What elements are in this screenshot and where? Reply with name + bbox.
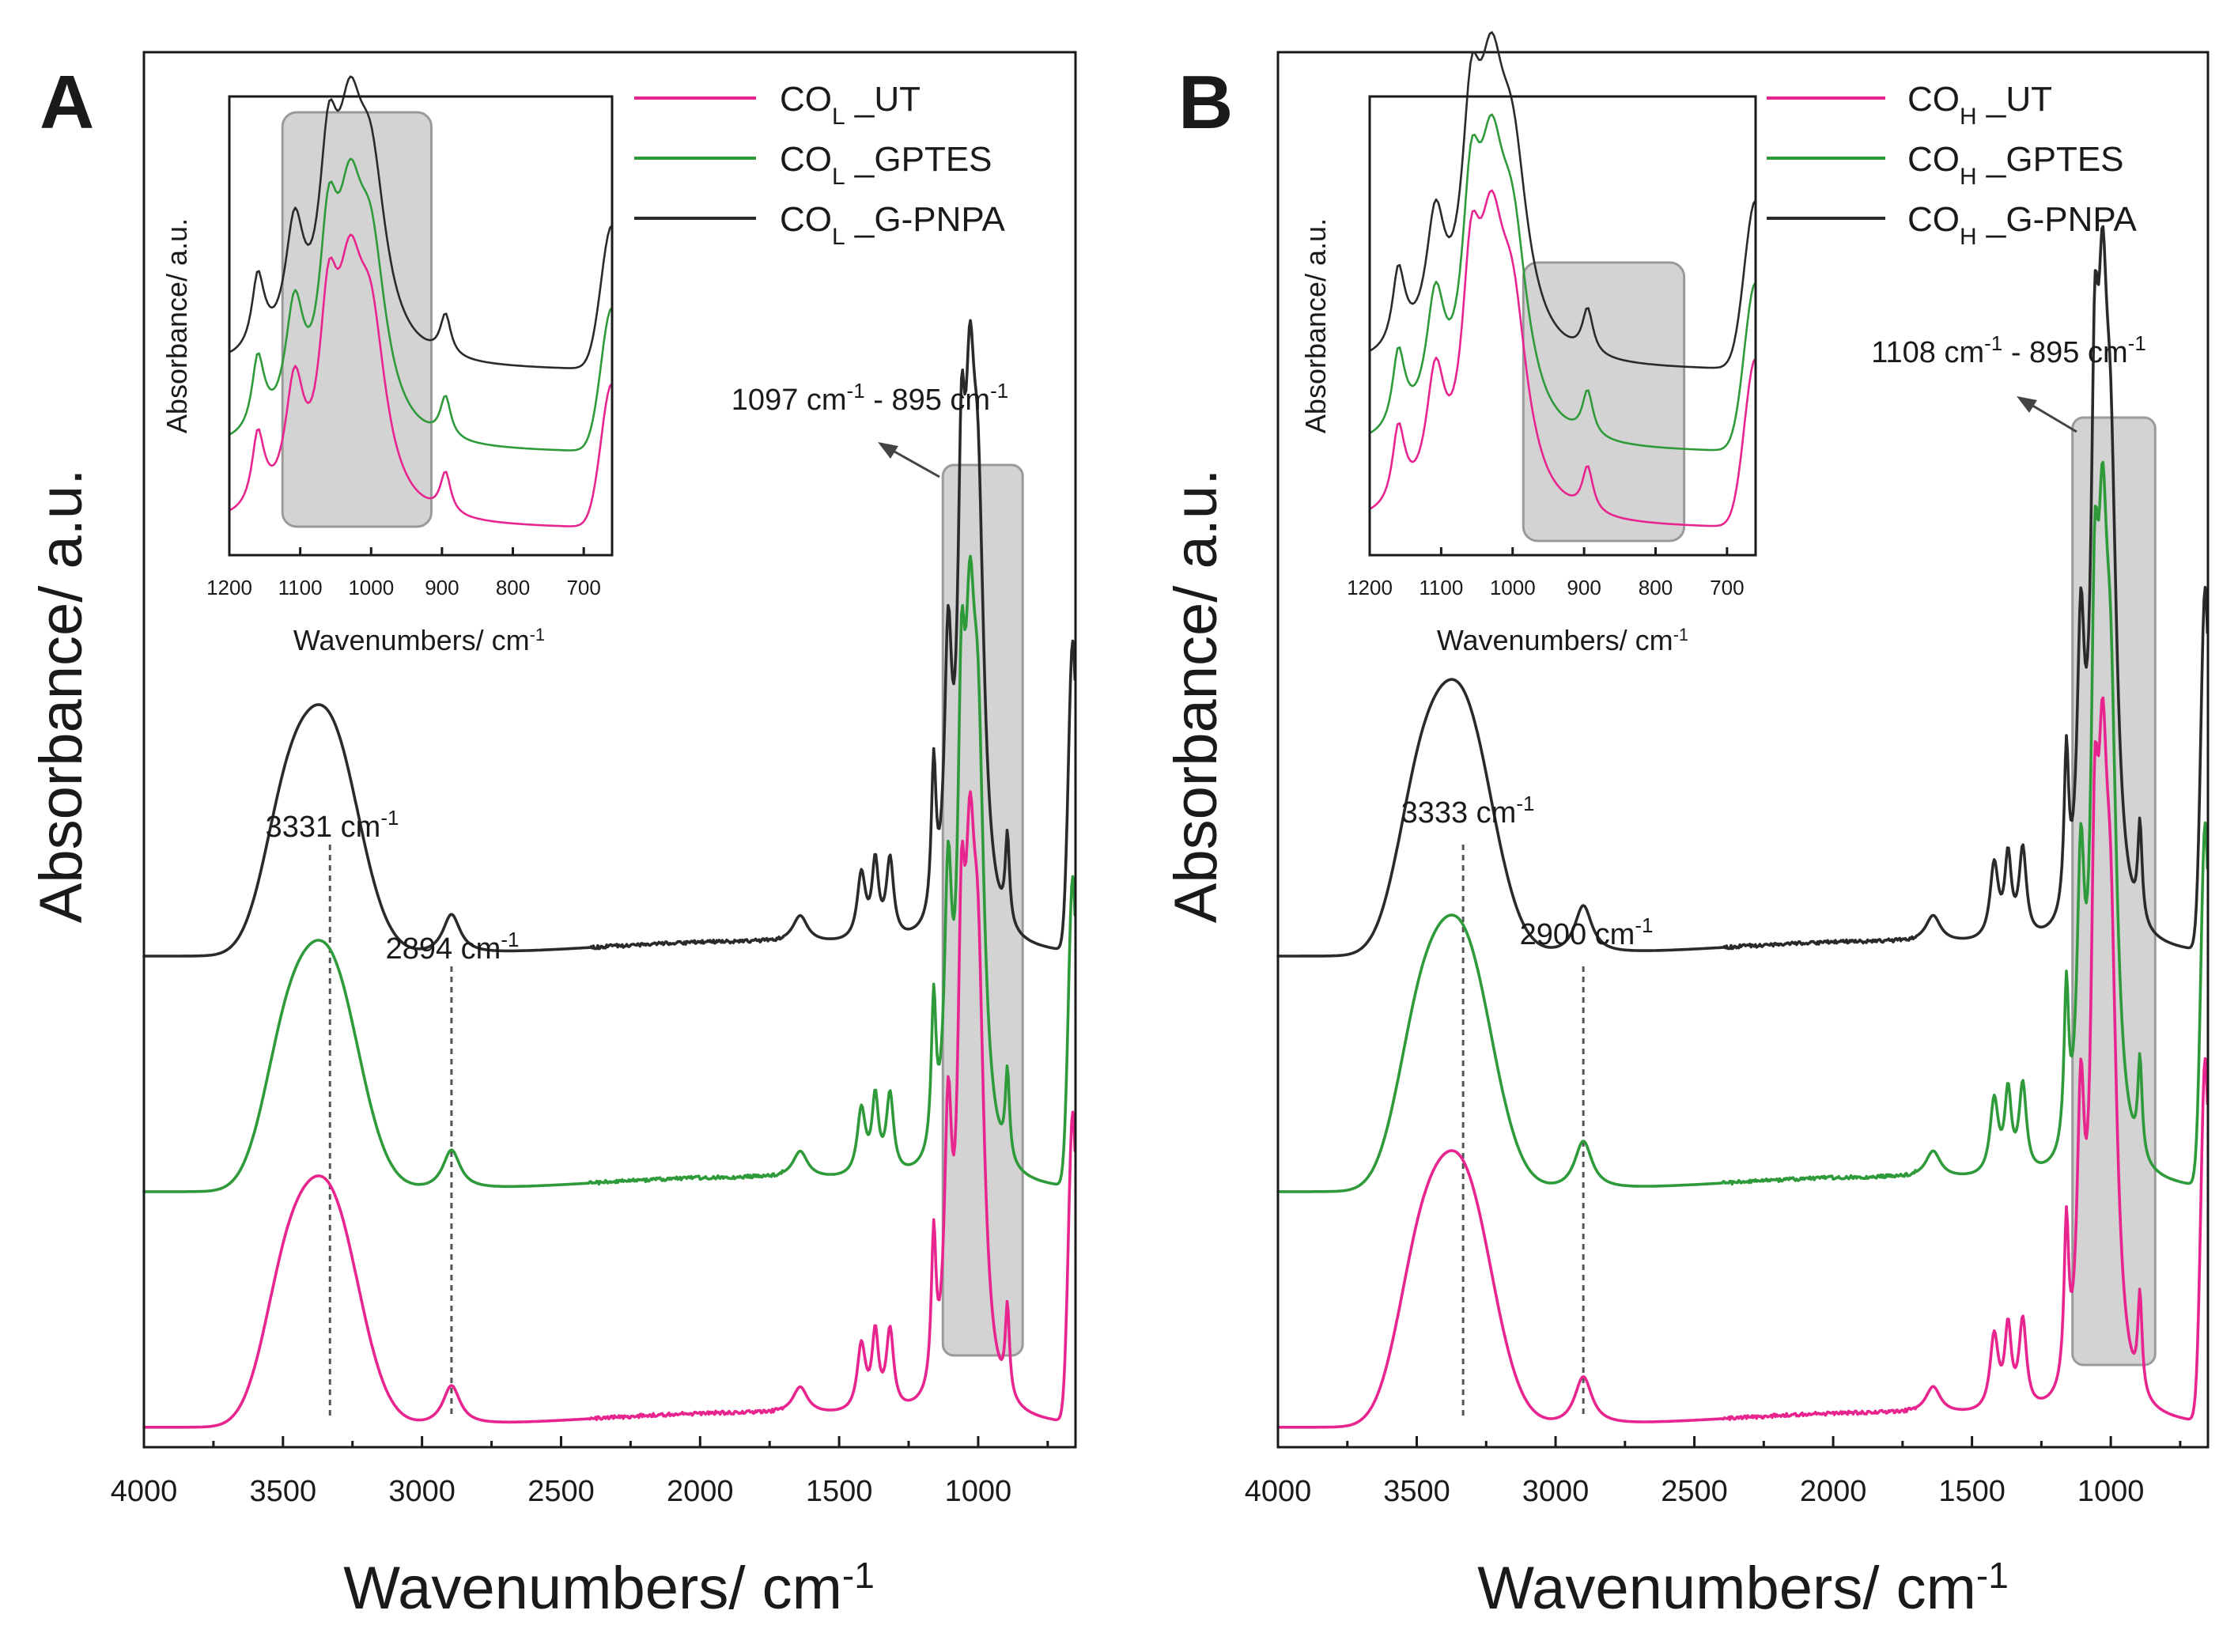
panel-a-x-tick-label-3500: 3500 (250, 1475, 317, 1508)
panel-a-inset-x-tick-label-900: 900 (425, 576, 459, 599)
panel-a-y-axis-title: Absorbance/ a.u. (28, 469, 95, 924)
panel-a-highlight-label: 1097 cm-1 - 895 cm-1 (732, 379, 1008, 417)
panel-b-arrowhead-icon (2017, 396, 2037, 413)
panel-a-series-col_gptes (142, 554, 1077, 1193)
panel-a-annotation-2894: 2894 cm-1 (386, 928, 520, 966)
panel-b-inset-x-tick-label-1200: 1200 (1347, 576, 1393, 599)
panel-a-arrowhead-icon (878, 442, 898, 459)
panel-b-annotation-2900: 2900 cm-1 (1520, 913, 1654, 951)
panel-a-inset-series-col_gptes (229, 157, 614, 452)
panel-b-x-tick-label-1500: 1500 (1938, 1475, 2006, 1508)
panel-a-inset-y-axis-title: Absorbance/ a.u. (161, 218, 193, 433)
panel-a-x-tick-label-2500: 2500 (527, 1475, 595, 1508)
panel-a-series-col_ut (142, 790, 1077, 1429)
panel-a-inset-x-tick-label-1200: 1200 (206, 576, 252, 599)
panel-b-series-coh_ut (1276, 696, 2210, 1429)
panel-a-x-tick-label-1500: 1500 (806, 1475, 873, 1508)
panel-b-inset-x-tick-label-1100: 1100 (1419, 576, 1463, 599)
panel-b-x-tick-label-3000: 3000 (1522, 1475, 1590, 1508)
panel-b-legend: COH _UT COH _GPTES COH _G-PNPA (1767, 80, 2137, 250)
panel-b-inset-series-coh_g-pnpa (1369, 31, 1757, 369)
panel-b-plot-frame (1276, 51, 2210, 1449)
panel-b-inset: 1200 1100 1000 900 800 700 Absorbance/ a.u. W… (1299, 31, 1757, 656)
panel-a: A 4000 3500 3000 2500 2000 1500 1000 Absorbanc… (28, 51, 1077, 1622)
panel-b-x-axis-title: Wavenumbers/ cm-1 (1477, 1555, 2009, 1622)
panel-b-legend-label-gptes: COH _GPTES (1907, 140, 2124, 190)
panel-a-inset-frame (228, 95, 614, 557)
panel-b-inset-x-axis-title: Wavenumbers/ cm-1 (1437, 624, 1688, 656)
panel-a-x-tick-label-3000: 3000 (388, 1475, 456, 1508)
panel-a-letter: A (40, 60, 94, 145)
panel-b-inset-x-tick-label-900: 900 (1567, 576, 1601, 599)
panel-a-inset-highlight-region (281, 111, 433, 528)
panel-a-x-tick-label-4000: 4000 (111, 1475, 178, 1508)
panel-b-x-tick-label-4000: 4000 (1245, 1475, 1312, 1508)
panel-a-inset: 1200 1100 1000 900 800 700 Absorbance/ a.u. W… (161, 75, 614, 656)
panel-b-legend-label-ut: COH _UT (1907, 80, 2052, 130)
panel-a-inset-series-col_ut (229, 233, 614, 527)
panel-a-series-col_g-pnpa (142, 319, 1077, 958)
panel-b-annotation-3333: 3333 cm-1 (1401, 792, 1535, 830)
panel-b-inset-y-axis-title: Absorbance/ a.u. (1299, 218, 1332, 433)
panel-b-inset-highlight-region (1522, 261, 1686, 542)
panel-b-inset-x-tick-label-700: 700 (1710, 576, 1744, 599)
panel-a-legend-label-ut: COL _UT (780, 80, 921, 130)
panel-b-inset-x-tick-label-1000: 1000 (1490, 576, 1536, 599)
panel-b-series-coh_g-pnpa (1276, 225, 2210, 958)
panel-b-y-axis-title: Absorbance/ a.u. (1162, 469, 1230, 924)
panel-a-inset-x-tick-label-1000: 1000 (348, 576, 394, 599)
panel-a-highlight-region (941, 463, 1024, 1357)
panel-b-legend-label-gpnpa: COH _G-PNPA (1907, 200, 2137, 250)
panel-a-inset-x-axis-title: Wavenumbers/ cm-1 (293, 624, 545, 656)
panel-b-letter: B (1178, 60, 1233, 145)
panel-b-x-tick-label-2000: 2000 (1800, 1475, 1867, 1508)
panel-a-legend-label-gpnpa: COL _G-PNPA (780, 200, 1005, 250)
panel-b: B 4000 3500 3000 2500 2000 1500 1000 Absorbanc… (1162, 31, 2210, 1622)
panel-b-highlight-label: 1108 cm-1 - 895 cm-1 (1871, 331, 2146, 369)
panel-b-highlight-arrow (2025, 400, 2077, 433)
panel-b-inset-x-tick-label-800: 800 (1639, 576, 1673, 599)
panel-a-x-tick-label-1000: 1000 (945, 1475, 1012, 1508)
panel-b-inset-series-coh_ut (1369, 189, 1757, 527)
panel-b-x-tick-label-1000: 1000 (2077, 1475, 2145, 1508)
panel-a-inset-x-tick-label-700: 700 (566, 576, 600, 599)
panel-a-inset-x-tick-label-1100: 1100 (278, 576, 323, 599)
panel-b-inset-series-coh_gptes (1369, 113, 1757, 452)
panel-b-x-tick-label-3500: 3500 (1383, 1475, 1450, 1508)
panel-a-x-tick-label-2000: 2000 (667, 1475, 734, 1508)
panel-a-inset-x-tick-label-800: 800 (496, 576, 530, 599)
panel-b-series-coh_gptes (1276, 460, 2210, 1193)
panel-a-annotation-3331: 3331 cm-1 (266, 806, 399, 844)
panel-a-legend: COL _UT COL _GPTES COL _G-PNPA (634, 80, 1005, 250)
panel-a-legend-label-gptes: COL _GPTES (780, 140, 992, 190)
panel-b-inset-frame (1368, 95, 1757, 557)
panel-a-x-axis-title: Wavenumbers/ cm-1 (343, 1555, 875, 1622)
panel-b-x-tick-label-2500: 2500 (1661, 1475, 1728, 1508)
panel-a-plot-frame (142, 51, 1077, 1449)
panel-a-inset-series-col_g-pnpa (229, 75, 614, 369)
panel-a-highlight-arrow (887, 446, 940, 478)
